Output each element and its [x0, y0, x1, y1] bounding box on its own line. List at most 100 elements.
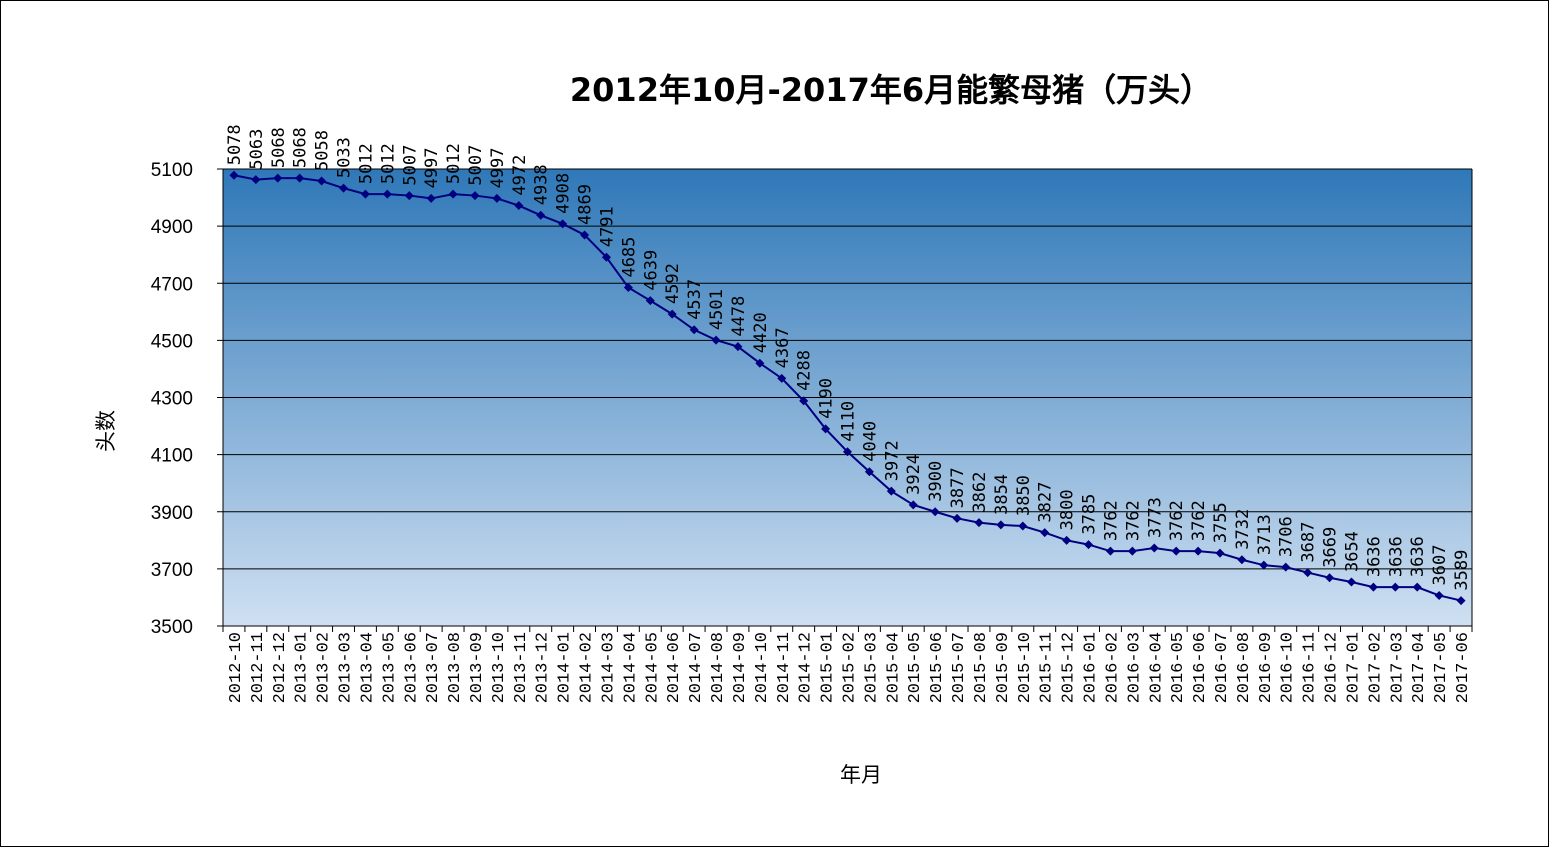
- y-tick-label: 3500: [151, 617, 193, 638]
- gridlines: [223, 168, 1472, 627]
- data-marker: [580, 230, 590, 240]
- data-marker: [448, 189, 458, 199]
- x-tick-label: 2017-01: [1344, 632, 1363, 703]
- x-tick-label: 2015-06: [928, 632, 947, 703]
- data-marker: [711, 335, 721, 345]
- x-tick-label: 2017-03: [1388, 632, 1407, 703]
- data-marker: [558, 219, 568, 229]
- data-marker: [733, 342, 743, 352]
- data-label: 3607: [1430, 544, 1450, 585]
- data-marker: [1259, 560, 1269, 570]
- data-label: 3854: [992, 474, 1012, 515]
- x-tick-label: 2017-05: [1432, 632, 1451, 703]
- x-tick-label: 2015-04: [884, 632, 903, 703]
- x-tick-label: 2015-10: [1016, 632, 1035, 703]
- data-marker: [1062, 535, 1072, 545]
- data-label: 3636: [1364, 536, 1384, 577]
- x-tick-label: 2016-10: [1279, 632, 1298, 703]
- data-marker: [601, 252, 611, 262]
- data-label: 3669: [1321, 527, 1341, 568]
- data-label: 4791: [597, 206, 617, 247]
- data-marker: [1303, 568, 1313, 578]
- data-marker: [689, 325, 699, 335]
- data-marker: [492, 193, 502, 203]
- data-label: 3800: [1058, 489, 1078, 530]
- chart-title: 2012年10月-2017年6月能繁母猪（万头）: [569, 71, 1213, 109]
- data-marker: [514, 201, 524, 211]
- data-label: 3762: [1189, 500, 1209, 541]
- x-tick-label: 2014-08: [709, 632, 728, 703]
- data-label: 4997: [422, 147, 442, 188]
- x-tick-label: 2014-12: [797, 632, 816, 703]
- data-label: 4537: [685, 279, 705, 320]
- x-tick-label: 2016-12: [1323, 632, 1342, 703]
- y-tick-label: 3900: [151, 503, 193, 524]
- y-tick-label: 4100: [151, 446, 193, 467]
- y-tick-label: 4300: [151, 389, 193, 410]
- y-tick-label: 4700: [151, 274, 193, 295]
- data-label: 4110: [839, 401, 859, 442]
- x-tick-label: 2014-07: [687, 632, 706, 703]
- data-label: 4938: [532, 164, 552, 205]
- data-labels: 5078 5063 5068 5068 5058 5033 5012 5012 5007 4997…: [225, 124, 1472, 590]
- y-tick-labels: 3500 3700 3900 4100 4300 4500 4700 4900 5100: [151, 160, 193, 638]
- data-marker: [623, 283, 633, 293]
- x-tick-label: 2012-10: [227, 632, 246, 703]
- data-marker: [1456, 596, 1466, 606]
- data-marker: [974, 518, 984, 528]
- x-tick-label: 2015-11: [1038, 632, 1057, 703]
- data-marker: [1237, 555, 1247, 565]
- x-tick-label: 2015-07: [950, 632, 969, 703]
- data-marker: [1412, 582, 1422, 592]
- x-tick-label: 2014-04: [621, 632, 640, 703]
- data-marker: [1127, 546, 1137, 556]
- x-tick-label: 2015-03: [862, 632, 881, 703]
- data-label: 3877: [948, 467, 968, 508]
- data-markers: [229, 170, 1466, 606]
- data-label: 5078: [225, 124, 245, 165]
- data-marker: [295, 173, 305, 183]
- data-label: 3589: [1452, 550, 1472, 591]
- x-tick-label: 2013-02: [315, 632, 334, 703]
- data-marker: [1346, 577, 1356, 587]
- x-tick-label: 2013-12: [534, 632, 553, 703]
- data-label: 4367: [773, 327, 793, 368]
- x-tick-label: 2016-08: [1235, 632, 1254, 703]
- data-label: 3654: [1342, 531, 1362, 572]
- y-axis-title: 头数: [94, 410, 118, 452]
- data-marker: [777, 373, 787, 383]
- x-tick-label: 2017-04: [1410, 632, 1429, 703]
- data-marker: [864, 467, 874, 477]
- data-marker: [229, 170, 239, 180]
- x-tick-label: 2014-02: [578, 632, 597, 703]
- data-label: 4592: [663, 263, 683, 304]
- x-tick-label: 2015-08: [972, 632, 991, 703]
- data-label: 4288: [795, 350, 815, 391]
- data-marker: [251, 175, 261, 185]
- data-marker: [908, 500, 918, 510]
- x-tick-label: 2015-12: [1060, 632, 1079, 703]
- data-label: 4685: [619, 237, 639, 278]
- x-tick-label: 2016-06: [1191, 632, 1210, 703]
- x-tick-label: 2013-05: [380, 632, 399, 703]
- x-tick-label: 2016-01: [1082, 632, 1101, 703]
- x-tick-label: 2012-11: [249, 632, 268, 703]
- x-tick-label: 2013-06: [402, 632, 421, 703]
- data-label: 3862: [970, 472, 990, 513]
- x-tick-label: 2013-10: [490, 632, 509, 703]
- data-marker: [1390, 582, 1400, 592]
- data-label: 4190: [817, 378, 837, 419]
- data-label: 5033: [335, 137, 355, 178]
- data-label: 5012: [444, 143, 464, 184]
- y-tick-label: 4500: [151, 331, 193, 352]
- data-marker: [317, 176, 327, 186]
- x-tick-label: 2013-04: [358, 632, 377, 703]
- data-marker: [1215, 548, 1225, 558]
- data-marker: [1105, 546, 1115, 556]
- data-marker: [360, 189, 370, 199]
- x-tick-label: 2015-09: [994, 632, 1013, 703]
- x-tick-label: 2013-08: [446, 632, 465, 703]
- data-label: 5058: [313, 130, 333, 171]
